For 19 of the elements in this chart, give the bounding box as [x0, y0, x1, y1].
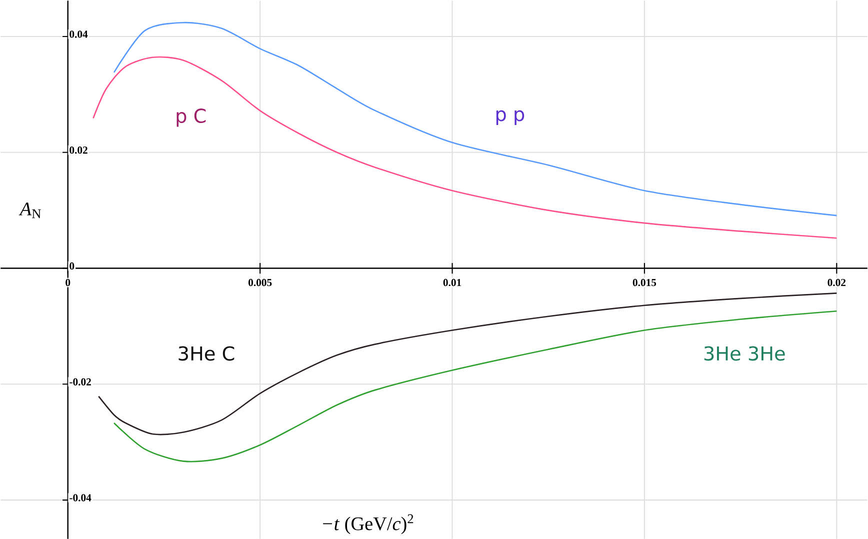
y-tick-label: -0.02: [70, 378, 91, 386]
y-tick-label: -0.04: [70, 494, 92, 502]
y-axis-title: A$_{N}$: [18, 202, 41, 218]
line-series: [113, 310, 838, 462]
y-tick-label: 0: [70, 262, 74, 270]
x-tick-label: 0.015: [632, 278, 656, 286]
x-tick-label: 0.02: [828, 278, 846, 286]
text: 3He C: [178, 346, 234, 360]
y-tick-label: 0.04: [70, 30, 88, 38]
line-series: [98, 292, 838, 435]
series-label: p C: [176, 108, 206, 127]
x-tick-label: 0.01: [443, 278, 462, 286]
x-axis-title: −t (GeV/c)$^{2}$: [323, 514, 414, 534]
series-label: 3He 3He: [704, 346, 785, 360]
x-tick-label: 0.005: [248, 278, 272, 286]
series-label: p p: [496, 110, 524, 125]
line-series: [113, 22, 838, 216]
y-tick-label: 0.02: [70, 146, 88, 154]
line-series: [92, 56, 838, 239]
